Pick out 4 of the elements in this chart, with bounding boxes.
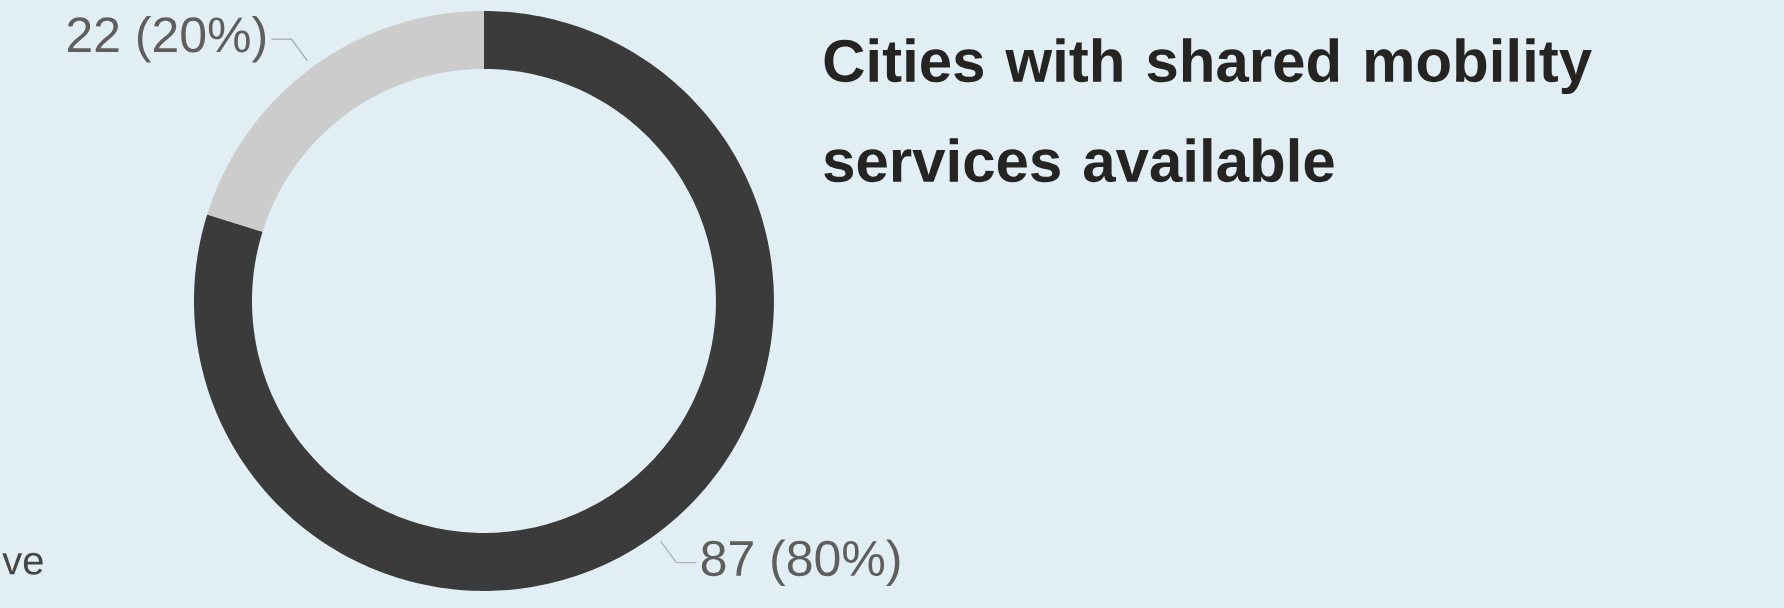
data-label: 87 (80%) (701, 539, 900, 587)
text: Cities with shared mobility services available (824, 38, 1592, 183)
data-label: 22 (20%) (67, 15, 266, 63)
text: ve (2, 552, 43, 575)
